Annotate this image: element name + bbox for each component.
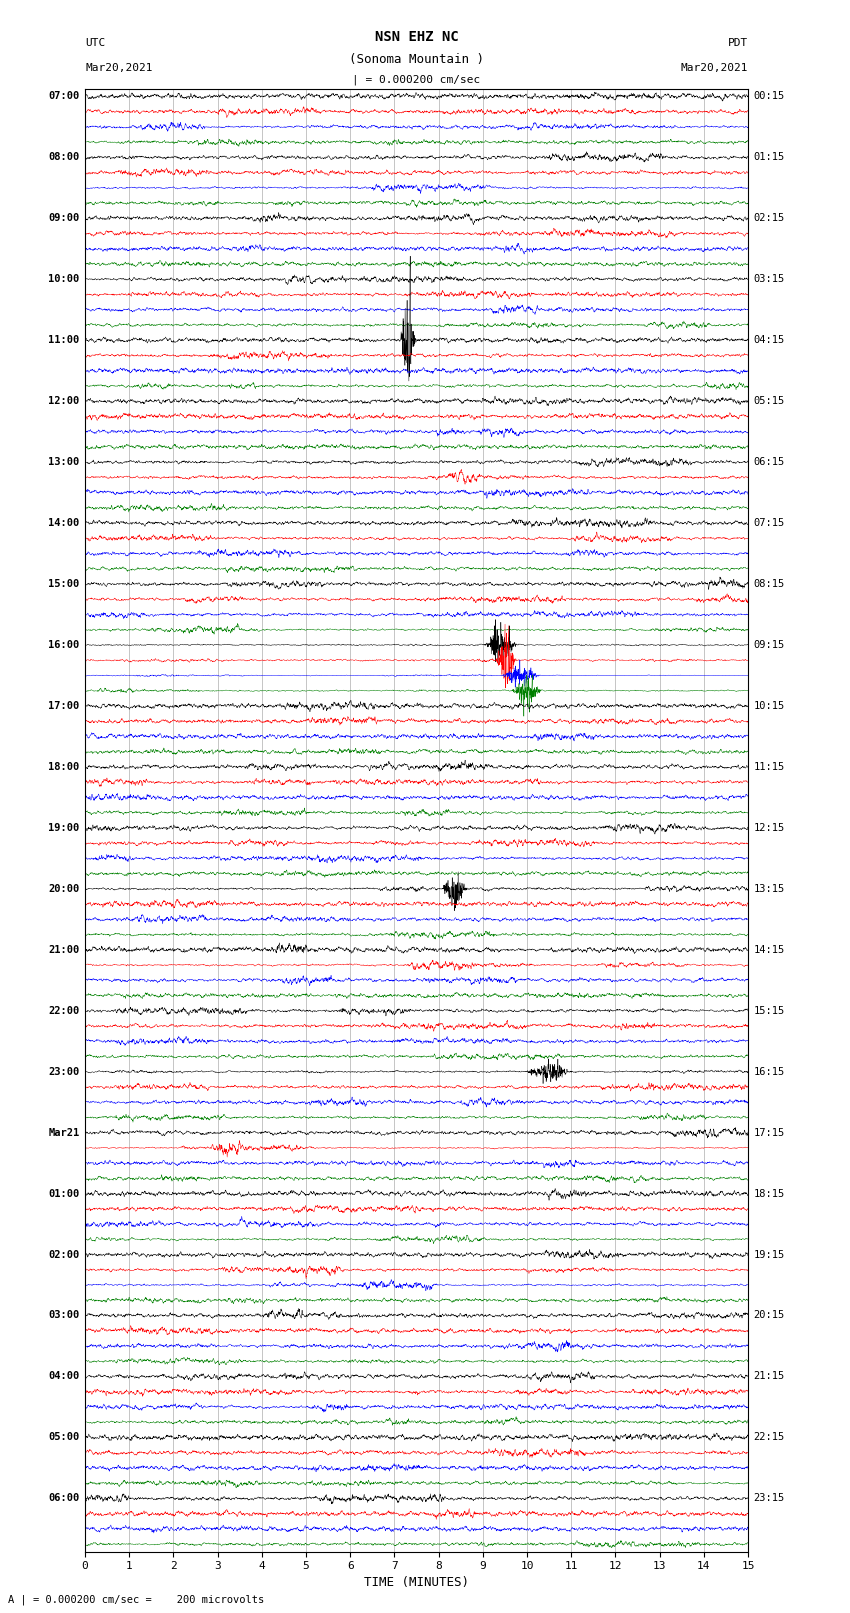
Text: 13:15: 13:15 [753, 884, 785, 894]
Text: PDT: PDT [728, 39, 748, 48]
Text: 16:15: 16:15 [753, 1066, 785, 1076]
Text: NSN EHZ NC: NSN EHZ NC [375, 29, 458, 44]
Text: 10:00: 10:00 [48, 274, 80, 284]
Text: 15:00: 15:00 [48, 579, 80, 589]
Text: 12:15: 12:15 [753, 823, 785, 832]
Text: 14:15: 14:15 [753, 945, 785, 955]
Text: Mar21: Mar21 [48, 1127, 80, 1137]
Text: 09:00: 09:00 [48, 213, 80, 223]
Text: 20:00: 20:00 [48, 884, 80, 894]
Text: 19:00: 19:00 [48, 823, 80, 832]
Text: | = 0.000200 cm/sec: | = 0.000200 cm/sec [353, 74, 480, 85]
Text: 06:00: 06:00 [48, 1494, 80, 1503]
Text: 16:00: 16:00 [48, 640, 80, 650]
Text: 01:15: 01:15 [753, 152, 785, 163]
Text: 06:15: 06:15 [753, 456, 785, 468]
Text: Mar20,2021: Mar20,2021 [85, 63, 152, 73]
X-axis label: TIME (MINUTES): TIME (MINUTES) [364, 1576, 469, 1589]
Text: UTC: UTC [85, 39, 105, 48]
Text: 14:00: 14:00 [48, 518, 80, 527]
Text: 09:15: 09:15 [753, 640, 785, 650]
Text: 04:00: 04:00 [48, 1371, 80, 1381]
Text: 03:15: 03:15 [753, 274, 785, 284]
Text: 07:15: 07:15 [753, 518, 785, 527]
Text: 12:00: 12:00 [48, 397, 80, 406]
Text: 17:15: 17:15 [753, 1127, 785, 1137]
Text: 15:15: 15:15 [753, 1005, 785, 1016]
Text: 00:15: 00:15 [753, 92, 785, 102]
Text: 11:00: 11:00 [48, 336, 80, 345]
Text: 11:15: 11:15 [753, 761, 785, 773]
Text: 22:00: 22:00 [48, 1005, 80, 1016]
Text: (Sonoma Mountain ): (Sonoma Mountain ) [349, 53, 484, 66]
Text: 10:15: 10:15 [753, 702, 785, 711]
Text: 18:15: 18:15 [753, 1189, 785, 1198]
Text: 05:15: 05:15 [753, 397, 785, 406]
Text: 23:15: 23:15 [753, 1494, 785, 1503]
Text: 02:15: 02:15 [753, 213, 785, 223]
Text: 23:00: 23:00 [48, 1066, 80, 1076]
Text: 02:00: 02:00 [48, 1250, 80, 1260]
Text: 20:15: 20:15 [753, 1310, 785, 1321]
Text: 17:00: 17:00 [48, 702, 80, 711]
Text: 13:00: 13:00 [48, 456, 80, 468]
Text: 08:00: 08:00 [48, 152, 80, 163]
Text: 21:15: 21:15 [753, 1371, 785, 1381]
Text: 03:00: 03:00 [48, 1310, 80, 1321]
Text: 05:00: 05:00 [48, 1432, 80, 1442]
Text: 01:00: 01:00 [48, 1189, 80, 1198]
Text: 19:15: 19:15 [753, 1250, 785, 1260]
Text: 07:00: 07:00 [48, 92, 80, 102]
Text: Mar20,2021: Mar20,2021 [681, 63, 748, 73]
Text: 22:15: 22:15 [753, 1432, 785, 1442]
Text: 18:00: 18:00 [48, 761, 80, 773]
Text: 08:15: 08:15 [753, 579, 785, 589]
Text: 21:00: 21:00 [48, 945, 80, 955]
Text: A | = 0.000200 cm/sec =    200 microvolts: A | = 0.000200 cm/sec = 200 microvolts [8, 1594, 264, 1605]
Text: 04:15: 04:15 [753, 336, 785, 345]
